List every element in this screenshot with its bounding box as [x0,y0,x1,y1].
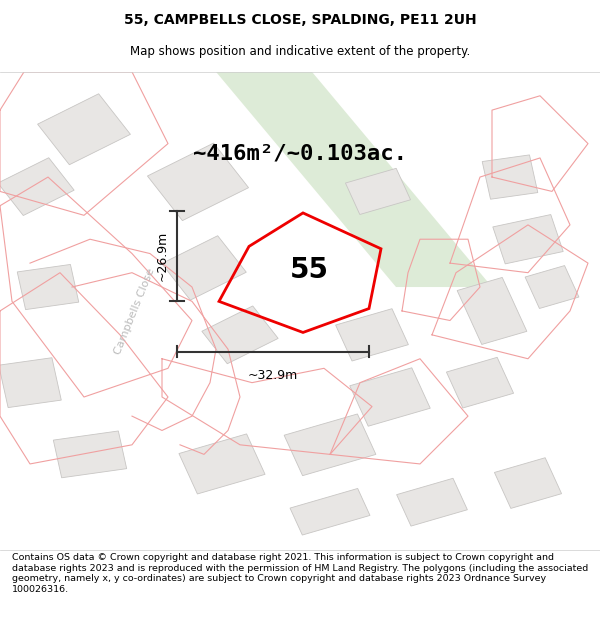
Polygon shape [290,489,370,535]
Polygon shape [216,72,492,287]
Polygon shape [179,434,265,494]
Polygon shape [53,431,127,478]
Polygon shape [0,158,74,216]
Polygon shape [397,478,467,526]
Text: ~416m²/~0.103ac.: ~416m²/~0.103ac. [193,143,407,163]
Text: Campbells Close: Campbells Close [113,266,157,356]
Polygon shape [0,357,61,408]
Polygon shape [346,168,410,214]
Polygon shape [457,278,527,344]
Polygon shape [446,357,514,408]
Polygon shape [493,214,563,264]
Polygon shape [162,236,246,300]
Polygon shape [494,458,562,508]
Text: ~26.9m: ~26.9m [155,231,169,281]
Polygon shape [148,143,248,221]
Polygon shape [350,368,430,426]
Polygon shape [202,306,278,364]
Text: 55: 55 [290,256,329,284]
Polygon shape [17,264,79,309]
Text: Contains OS data © Crown copyright and database right 2021. This information is : Contains OS data © Crown copyright and d… [12,553,588,594]
Polygon shape [335,309,409,361]
Polygon shape [482,155,538,199]
Text: ~32.9m: ~32.9m [248,369,298,382]
Text: Map shows position and indicative extent of the property.: Map shows position and indicative extent… [130,45,470,58]
Polygon shape [284,414,376,476]
Polygon shape [38,94,130,165]
Polygon shape [525,266,579,309]
Text: 55, CAMPBELLS CLOSE, SPALDING, PE11 2UH: 55, CAMPBELLS CLOSE, SPALDING, PE11 2UH [124,13,476,27]
